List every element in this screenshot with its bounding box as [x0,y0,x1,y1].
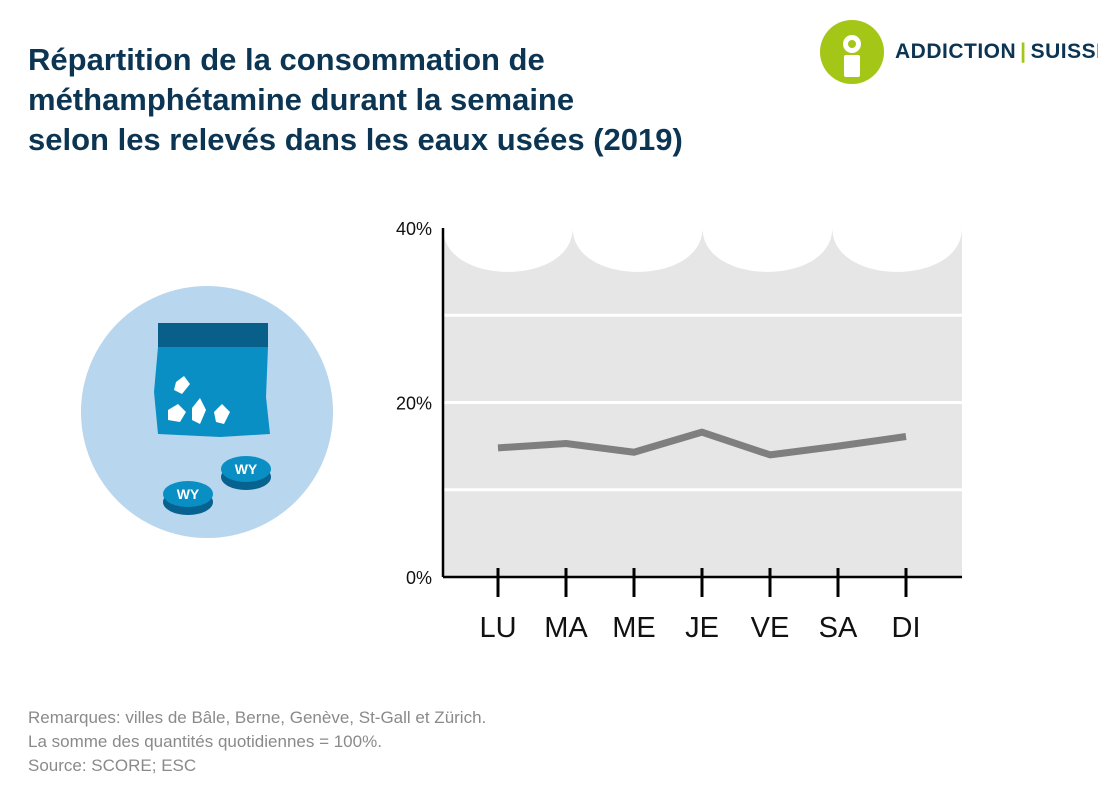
x-tick-label-ME: ME [612,612,656,644]
line-chart: LU MA ME JE VE SA DI 0% 20% 40% [396,219,962,644]
person-icon [843,35,861,77]
footer-source: Source: SCORE; ESC [28,756,197,775]
x-tick-label-SA: SA [819,612,858,644]
x-tick-label-DI: DI [892,612,921,644]
addiction-suisse-logo: ADDICTION|SUISSE [820,20,1098,84]
tick-labels: LU MA ME JE VE SA DI 0% 20% 40% [396,219,921,644]
axes [441,228,962,597]
logo-text-right: SUISSE [1030,40,1098,63]
title-line-3: selon les relevés dans les eaux usées (2… [28,122,683,157]
title-line-1: Répartition de la consommation de [28,42,545,77]
footer-remarks: Remarques: villes de Bâle, Berne, Genève… [28,708,487,727]
pill-label-left: WY [177,486,200,502]
y-tick-label-20: 20% [396,394,432,414]
y-tick-label-0: 0% [406,568,432,588]
logo-wordmark: ADDICTION|SUISSE [895,40,1098,64]
logo-text-left: ADDICTION [895,40,1017,63]
title-line-2: méthamphétamine durant la semaine [28,82,575,117]
x-tick-label-JE: JE [685,612,719,644]
x-tick-label-MA: MA [544,612,588,644]
pill-label-right: WY [235,461,258,477]
logo-circle [820,20,884,84]
chart-footer: Remarques: villes de Bâle, Berne, Genève… [28,706,728,778]
x-tick-label-LU: LU [479,612,516,644]
footer-sum-note: La somme des quantités quotidiennes = 10… [28,732,382,751]
gridlines [443,313,962,492]
x-tick-label-VE: VE [751,612,790,644]
y-tick-label-40: 40% [396,219,432,239]
drug-bag-and-pills-icon: WY WY [81,286,333,538]
logo-separator: | [1020,40,1027,63]
series [497,428,907,459]
chart-title: Répartition de la consommation de métham… [28,40,788,160]
